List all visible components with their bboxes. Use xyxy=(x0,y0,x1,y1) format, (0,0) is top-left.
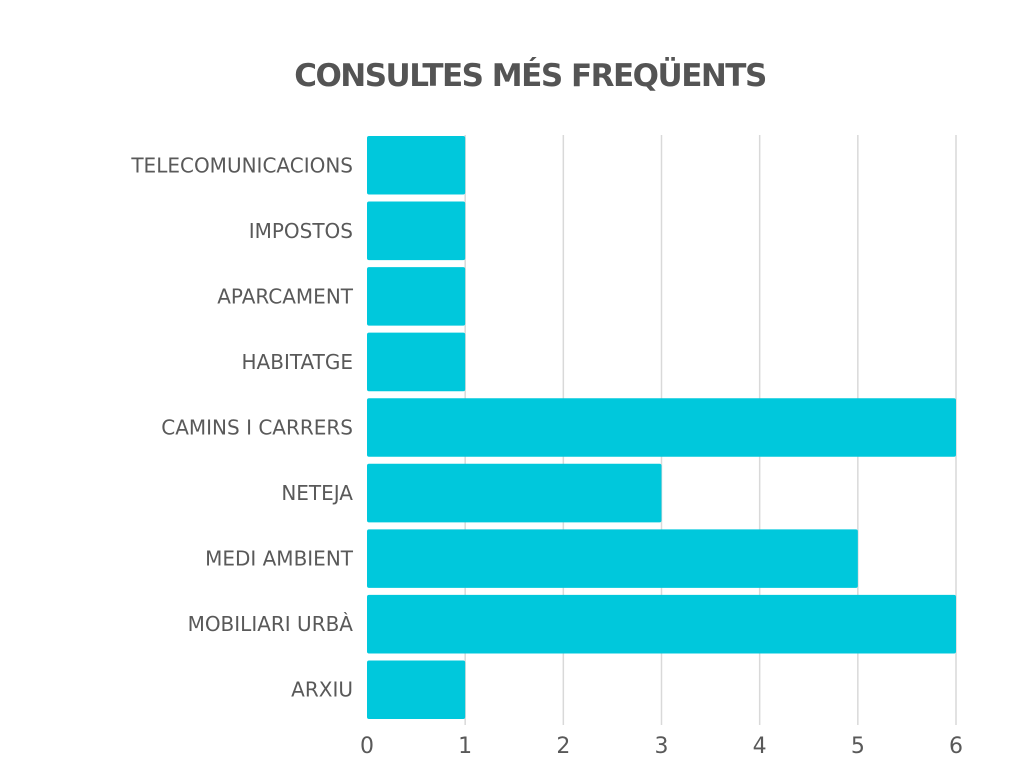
bar-8 xyxy=(367,660,466,719)
x-tick-label-6: 6 xyxy=(949,734,963,759)
bar-5 xyxy=(367,463,662,523)
x-tick-label-3: 3 xyxy=(655,734,669,759)
category-label-2: APARCAMENT xyxy=(217,284,354,308)
bars xyxy=(367,136,956,719)
bar-0 xyxy=(367,136,466,195)
chart-title: CONSULTES MÉS FREQÜENTS xyxy=(294,58,767,94)
category-label-4: CAMINS I CARRERS xyxy=(161,416,353,440)
bar-2 xyxy=(367,267,466,326)
x-tick-label-0: 0 xyxy=(360,734,374,759)
category-label-3: HABITATGE xyxy=(242,350,353,374)
x-axis-tick-labels: 0 1 2 3 4 5 6 xyxy=(360,734,963,759)
category-label-6: MEDI AMBIENT xyxy=(205,547,354,571)
bar-7 xyxy=(367,594,956,654)
bar-1 xyxy=(367,201,466,261)
category-label-7: MOBILIARI URBÀ xyxy=(188,612,354,636)
x-tick-label-5: 5 xyxy=(851,734,865,759)
bar-3 xyxy=(367,332,466,392)
x-tick-label-4: 4 xyxy=(753,734,767,759)
bar-6 xyxy=(367,529,858,588)
category-label-5: NETEJA xyxy=(281,481,353,505)
category-label-0: TELECOMUNICACIONS xyxy=(130,153,353,177)
x-tick-label-1: 1 xyxy=(458,734,472,759)
category-label-1: IMPOSTOS xyxy=(249,219,353,243)
bar-4 xyxy=(367,398,956,457)
x-tick-label-2: 2 xyxy=(556,734,570,759)
category-labels: TELECOMUNICACIONS IMPOSTOS APARCAMENT HABIT… xyxy=(130,153,353,701)
category-label-8: ARXIU xyxy=(291,678,353,702)
